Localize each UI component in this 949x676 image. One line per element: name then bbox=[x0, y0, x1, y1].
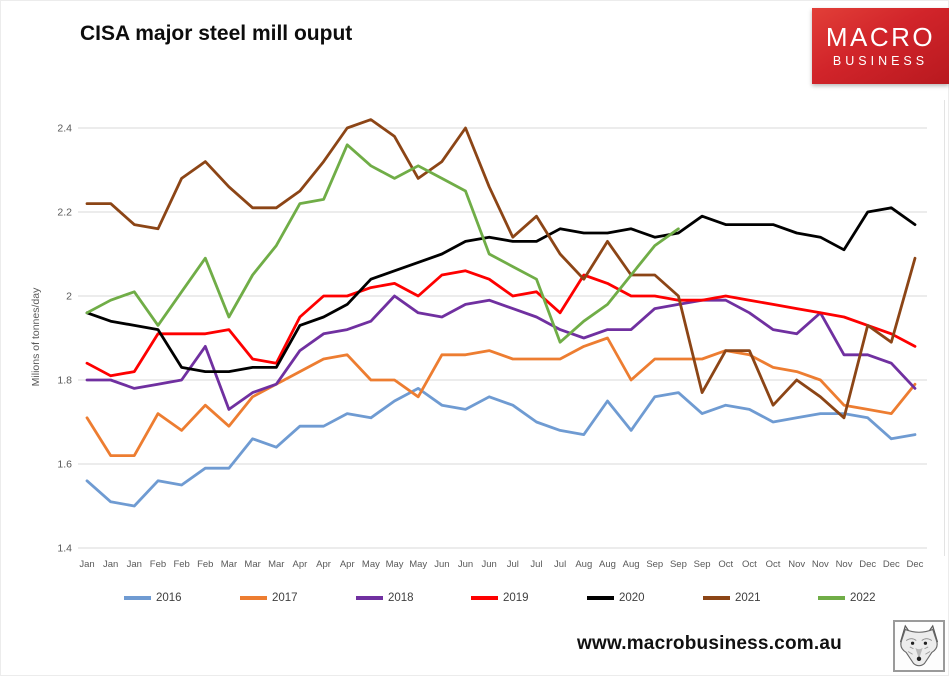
legend-item-2017: 2017 bbox=[240, 590, 298, 606]
x-tick-label: Jun bbox=[482, 559, 497, 570]
x-tick-label: May bbox=[409, 559, 427, 570]
y-tick-label: 2 bbox=[66, 291, 72, 303]
x-tick-label: Sep bbox=[646, 559, 663, 570]
series-line-2020 bbox=[85, 206, 917, 374]
x-tick-label: Nov bbox=[788, 559, 805, 570]
x-tick-label: May bbox=[362, 559, 380, 570]
x-tick-label: Aug bbox=[575, 559, 592, 570]
x-tick-label: Apr bbox=[293, 559, 308, 570]
legend-label: 2017 bbox=[272, 592, 298, 604]
y-tick-label: 1.4 bbox=[57, 543, 72, 555]
wolf-icon bbox=[899, 624, 939, 667]
legend-item-2021: 2021 bbox=[703, 590, 761, 606]
x-tick-label: Nov bbox=[836, 559, 853, 570]
x-tick-label: Dec bbox=[907, 559, 924, 570]
legend-label: 2022 bbox=[850, 592, 876, 604]
series-line-2016 bbox=[85, 386, 917, 508]
x-tick-label: Dec bbox=[859, 559, 876, 570]
legend-item-2020: 2020 bbox=[587, 590, 645, 606]
x-tick-label: Mar bbox=[268, 559, 284, 570]
website-text: www.macrobusiness.com.au bbox=[577, 633, 842, 654]
y-tick-label: 1.6 bbox=[57, 459, 72, 471]
legend-swatch-2018 bbox=[356, 596, 383, 600]
macrobusiness-logo: MACRO BUSINESS bbox=[812, 8, 949, 84]
x-tick-label: Sep bbox=[694, 559, 711, 570]
series-line-2019 bbox=[85, 269, 917, 378]
x-tick-label: Aug bbox=[599, 559, 616, 570]
x-tick-label: Jan bbox=[79, 559, 94, 570]
x-tick-label: Sep bbox=[670, 559, 687, 570]
legend-swatch-2019 bbox=[471, 596, 498, 600]
x-tick-label: Apr bbox=[340, 559, 355, 570]
legend-item-2018: 2018 bbox=[356, 590, 414, 606]
legend-item-2016: 2016 bbox=[124, 590, 182, 606]
x-tick-label: Feb bbox=[173, 559, 189, 570]
y-tick-label: 2.4 bbox=[57, 123, 72, 135]
wolf-logo bbox=[893, 620, 945, 672]
legend-label: 2018 bbox=[388, 592, 414, 604]
x-tick-label: Jun bbox=[458, 559, 473, 570]
x-tick-label: Feb bbox=[150, 559, 166, 570]
x-tick-label: Dec bbox=[883, 559, 900, 570]
logo-text-macro: MACRO bbox=[825, 21, 936, 52]
legend-item-2019: 2019 bbox=[471, 590, 529, 606]
y-tick-label: 2.2 bbox=[57, 207, 72, 219]
chart-legend: 2016 2017 2018 2019 2020 2021 2022 bbox=[0, 590, 949, 608]
chart-title: CISA major steel mill ouput bbox=[80, 22, 353, 45]
series-line-2017 bbox=[85, 336, 917, 458]
legend-label: 2021 bbox=[735, 592, 761, 604]
legend-swatch-2020 bbox=[587, 596, 614, 600]
x-tick-label: Jun bbox=[434, 559, 449, 570]
logo-text-business: BUSINESS bbox=[832, 54, 929, 69]
legend-swatch-2016 bbox=[124, 596, 151, 600]
x-tick-label: Feb bbox=[197, 559, 213, 570]
y-tick-label: 1.8 bbox=[57, 375, 72, 387]
x-tick-label: Oct bbox=[742, 559, 757, 570]
legend-label: 2020 bbox=[619, 592, 645, 604]
y-axis-title: Milions of tonnes/day bbox=[30, 287, 42, 386]
x-tick-label: Jul bbox=[530, 559, 542, 570]
x-tick-label: Apr bbox=[316, 559, 331, 570]
series-line-2021 bbox=[85, 118, 917, 420]
series-line-2022 bbox=[85, 143, 680, 344]
x-tick-label: Oct bbox=[766, 559, 781, 570]
x-tick-label: Jan bbox=[103, 559, 118, 570]
legend-swatch-2022 bbox=[818, 596, 845, 600]
legend-label: 2016 bbox=[156, 592, 182, 604]
x-tick-label: Nov bbox=[812, 559, 829, 570]
x-tick-label: Mar bbox=[244, 559, 260, 570]
x-tick-label: Aug bbox=[623, 559, 640, 570]
x-tick-label: Mar bbox=[221, 559, 237, 570]
legend-swatch-2021 bbox=[703, 596, 730, 600]
x-tick-label: Jul bbox=[507, 559, 519, 570]
x-tick-label: May bbox=[386, 559, 404, 570]
x-tick-label: Jul bbox=[554, 559, 566, 570]
x-tick-label: Oct bbox=[718, 559, 733, 570]
legend-item-2022: 2022 bbox=[818, 590, 876, 606]
series-line-2018 bbox=[85, 294, 917, 411]
legend-swatch-2017 bbox=[240, 596, 267, 600]
legend-label: 2019 bbox=[503, 592, 529, 604]
x-tick-label: Jan bbox=[127, 559, 142, 570]
